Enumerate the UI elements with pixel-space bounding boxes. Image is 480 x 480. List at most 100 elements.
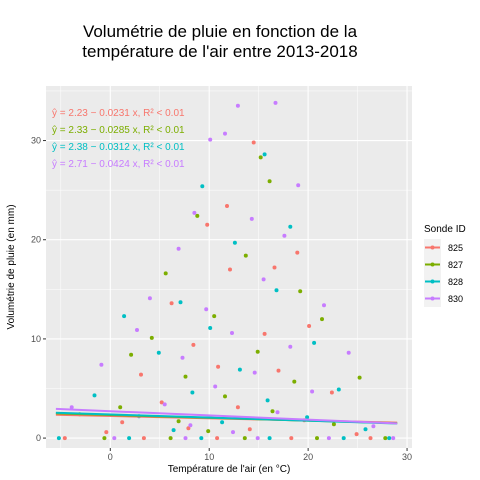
equation-sonde-825: ŷ = 2.23 − 0.0231 x, R² < 0.01: [52, 108, 185, 119]
point-sonde-830: [310, 390, 314, 394]
point-sonde-830: [236, 104, 240, 108]
point-sonde-830: [250, 217, 254, 221]
point-sonde-825: [139, 373, 143, 377]
point-sonde-830: [322, 303, 326, 307]
point-sonde-825: [215, 436, 219, 440]
point-sonde-830: [112, 436, 116, 440]
x-tick-label: 20: [303, 452, 313, 462]
legend-key-point: [431, 280, 435, 284]
point-sonde-828: [337, 388, 341, 392]
point-sonde-825: [170, 301, 174, 305]
point-sonde-828: [122, 314, 126, 318]
point-sonde-825: [248, 427, 252, 431]
point-sonde-825: [191, 343, 195, 347]
legend-label-828: 828: [448, 277, 463, 287]
point-sonde-827: [102, 436, 106, 440]
legend-label-827: 827: [448, 260, 463, 270]
legend-key-point: [431, 246, 435, 250]
y-axis-ticks: 0 10 20 30: [31, 136, 46, 444]
equation-sonde-830: ŷ = 2.71 − 0.0424 x, R² < 0.01: [52, 159, 185, 170]
point-sonde-827: [177, 419, 181, 423]
legend-key-point: [431, 297, 435, 301]
point-sonde-825: [355, 432, 359, 436]
point-sonde-827: [320, 317, 324, 321]
point-sonde-828: [208, 326, 212, 330]
point-sonde-830: [231, 430, 235, 434]
point-sonde-827: [256, 350, 260, 354]
point-sonde-830: [327, 436, 331, 440]
point-sonde-830: [256, 436, 260, 440]
point-sonde-830: [223, 132, 227, 136]
equation-sonde-828: ŷ = 2.38 − 0.0312 x, R² < 0.01: [52, 142, 185, 153]
point-sonde-827: [292, 380, 296, 384]
point-sonde-825: [263, 332, 267, 336]
y-tick-label: 20: [31, 235, 41, 245]
point-sonde-825: [225, 204, 229, 208]
point-sonde-825: [330, 391, 334, 395]
point-sonde-828: [179, 300, 183, 304]
point-sonde-828: [342, 436, 346, 440]
point-sonde-828: [172, 428, 176, 432]
x-tick-label: 10: [204, 452, 214, 462]
point-sonde-830: [371, 424, 375, 428]
y-tick-label: 30: [31, 136, 41, 146]
point-sonde-830: [230, 331, 234, 335]
legend-title: Sonde ID: [424, 224, 466, 235]
point-sonde-830: [276, 410, 280, 414]
point-sonde-830: [192, 211, 196, 215]
point-sonde-825: [205, 223, 209, 227]
point-sonde-830: [177, 247, 181, 251]
point-sonde-830: [184, 436, 188, 440]
point-sonde-828: [387, 436, 391, 440]
point-sonde-830: [213, 385, 217, 389]
point-sonde-827: [268, 179, 272, 183]
point-sonde-828: [238, 368, 242, 372]
point-sonde-828: [190, 391, 194, 395]
point-sonde-827: [169, 436, 173, 440]
y-tick-label: 10: [31, 334, 41, 344]
point-sonde-825: [236, 405, 240, 409]
point-sonde-827: [129, 353, 133, 357]
point-sonde-827: [243, 436, 247, 440]
point-sonde-830: [262, 277, 266, 281]
legend: Sonde ID 825827828830: [424, 224, 466, 307]
point-sonde-830: [181, 356, 185, 360]
point-sonde-830: [347, 351, 351, 355]
point-sonde-825: [104, 430, 108, 434]
x-axis-ticks: 0 10 20 30: [108, 448, 412, 462]
point-sonde-825: [289, 436, 293, 440]
point-sonde-827: [150, 336, 154, 340]
point-sonde-828: [57, 436, 61, 440]
point-sonde-828: [93, 393, 97, 397]
x-tick-label: 30: [402, 452, 412, 462]
point-sonde-830: [282, 234, 286, 238]
point-sonde-828: [200, 184, 204, 188]
point-sonde-830: [148, 296, 152, 300]
point-sonde-827: [118, 405, 122, 409]
point-sonde-830: [135, 328, 139, 332]
point-sonde-828: [288, 225, 292, 229]
point-sonde-830: [204, 307, 208, 311]
point-sonde-827: [206, 429, 210, 433]
point-sonde-825: [307, 324, 311, 328]
point-sonde-830: [391, 436, 395, 440]
point-sonde-827: [184, 375, 188, 379]
point-sonde-830: [253, 371, 257, 375]
equation-sonde-827: ŷ = 2.33 − 0.0285 x, R² < 0.01: [52, 125, 185, 136]
point-sonde-825: [277, 369, 281, 373]
point-sonde-825: [142, 436, 146, 440]
point-sonde-825: [273, 266, 277, 270]
y-tick-label: 0: [36, 433, 41, 443]
point-sonde-828: [275, 288, 279, 292]
point-sonde-828: [233, 241, 237, 245]
point-sonde-828: [312, 341, 316, 345]
point-sonde-827: [383, 436, 387, 440]
point-sonde-827: [244, 254, 248, 258]
point-sonde-828: [268, 436, 272, 440]
point-sonde-825: [228, 268, 232, 272]
point-sonde-827: [298, 289, 302, 293]
point-sonde-825: [63, 436, 67, 440]
point-sonde-827: [259, 155, 263, 159]
point-sonde-825: [252, 141, 256, 145]
